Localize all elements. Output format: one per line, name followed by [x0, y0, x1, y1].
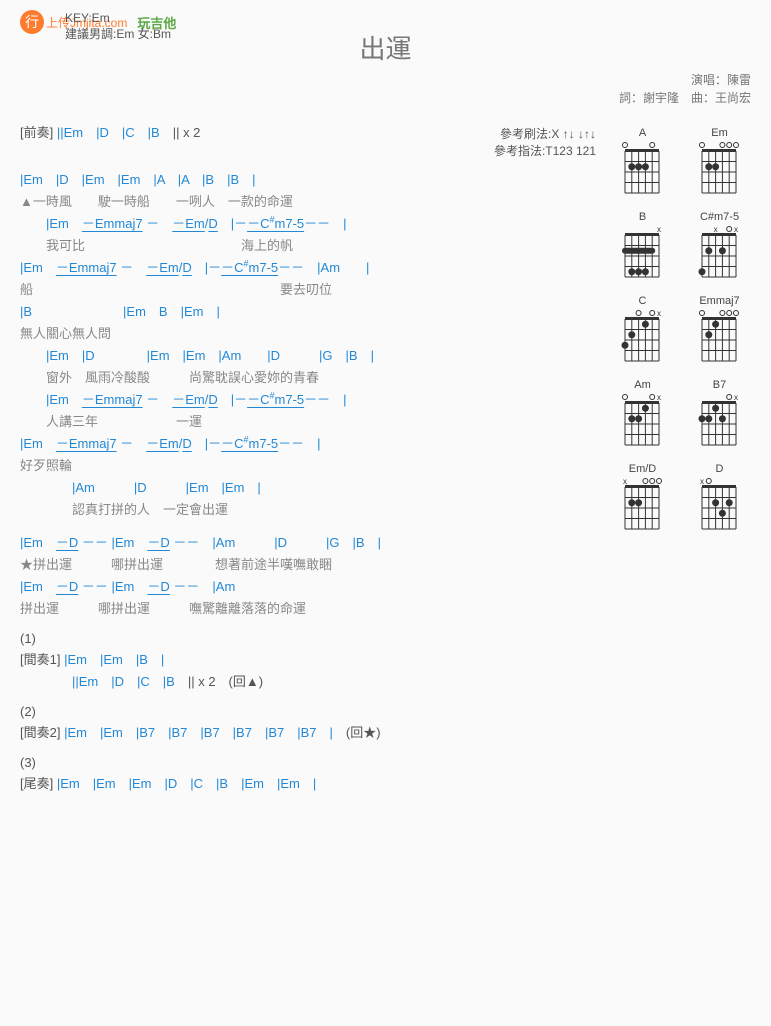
lyric-line: 認真打拼的人 一定會出運: [20, 499, 596, 518]
repeat-text: || x 2 (回▲): [188, 674, 263, 689]
chord-diagram: Am x: [611, 379, 674, 451]
chord-line: |Em －D －－ |Em －D －－ |Am: [20, 576, 596, 595]
chord-line: |Am |D |Em |Em |: [20, 477, 596, 496]
chord-diagram: Dx: [688, 463, 751, 535]
chord-text: ||Em |D |C |B: [57, 125, 173, 140]
chord-label: Emmaj7: [688, 295, 751, 307]
chord-line: |Em －Emmaj7 － －Em/D |－－C#m7-5－－ |Am |: [20, 257, 596, 276]
credit-writers: 詞：謝宇隆 曲：王尚宏: [20, 89, 751, 107]
section-line: [間奏1] |Em |Em |B |: [20, 649, 596, 668]
verse1: |Em |D |Em |Em |A |A |B |B | ▲一時風 駛一時船 一…: [20, 169, 596, 518]
lyric-line: 我可比 海上的帆: [20, 235, 596, 254]
section-3: (3) [尾奏] |Em |Em |Em |D |C |B |Em |Em |: [20, 755, 596, 792]
svg-text:x: x: [657, 309, 661, 318]
section-label: [間奏1]: [20, 652, 60, 667]
chord-label: D: [688, 463, 751, 475]
header: 行 上传Jmjita.com 玩吉他 KEY:Em 建議男調:Em 女:Bm 出…: [20, 10, 751, 107]
svg-text:x: x: [734, 225, 738, 234]
chord-diagram: Cx: [611, 295, 674, 367]
chord-label: Am: [611, 379, 674, 391]
svg-text:x: x: [734, 393, 738, 402]
section-label: [尾奏]: [20, 776, 53, 791]
chord-text: ||Em |D |C |B: [20, 674, 188, 689]
svg-text:x: x: [713, 225, 717, 234]
repeat-text: (回★): [333, 725, 381, 740]
lyric-line: ▲一時風 駛一時船 一咧人 一款的命運: [20, 191, 596, 210]
chord-line: |Em －Emmaj7 － －Em/D |－－C#m7-5－－ |: [20, 389, 596, 408]
lyric-line: 窗外 風雨冷酸酸 尚驚耽誤心愛妳的青春: [20, 367, 596, 386]
credits: 演唱：陳雷 詞：謝宇隆 曲：王尚宏: [20, 71, 751, 107]
chord-label: Em/D: [611, 463, 674, 475]
chord-label: B: [611, 211, 674, 223]
chord-label: C: [611, 295, 674, 307]
chord-label: B7: [688, 379, 751, 391]
chord-label: Em: [688, 127, 751, 139]
key-info: KEY:Em 建議男調:Em 女:Bm: [65, 10, 171, 42]
ref-finger: 參考指法:T123 121: [20, 142, 596, 159]
lyrics-column: [前奏] ||Em |D |C |B || x 2 參考刷法:X ↑↓ ↓↑↓ …: [20, 122, 596, 806]
repeat-text: || x 2: [173, 125, 201, 140]
section-label: [間奏2]: [20, 725, 60, 740]
chord-diagrams: AEmBxC#m7-5xxCxEmmaj7AmxB7xEm/DxDx: [611, 122, 751, 806]
chord-diagram: Em: [688, 127, 751, 199]
chord-label: C#m7-5: [688, 211, 751, 223]
lyric-line: 好歹照輪: [20, 455, 596, 474]
chord-diagram: Bx: [611, 211, 674, 283]
section-num: (3): [20, 755, 596, 770]
lyric-line: 人講三年 一運: [20, 411, 596, 430]
chord-diagram: Em/D x: [611, 463, 674, 535]
section-line: [間奏2] |Em |Em |B7 |B7 |B7 |B7 |B7 |B7 | …: [20, 722, 596, 741]
section-line: ||Em |D |C |B || x 2 (回▲): [20, 671, 596, 690]
chord-text: |Em |Em |B |: [64, 652, 164, 667]
svg-text:x: x: [657, 225, 661, 234]
logo-glyph: 行: [20, 10, 44, 34]
credit-singer: 演唱：陳雷: [20, 71, 751, 89]
chord-text: |Em |Em |B7 |B7 |B7 |B7 |B7 |B7 |: [64, 725, 333, 740]
chord-diagram: A: [611, 127, 674, 199]
chord-diagram: Emmaj7: [688, 295, 751, 367]
section-line: [尾奏] |Em |Em |Em |D |C |B |Em |Em |: [20, 773, 596, 792]
svg-text:x: x: [657, 393, 661, 402]
chord-label: A: [611, 127, 674, 139]
section-num: (1): [20, 631, 596, 646]
chord-line: |Em |D |Em |Em |A |A |B |B |: [20, 169, 596, 188]
lyric-line: 拼出運 哪拼出運 嘸驚離離落落的命運: [20, 598, 596, 617]
intro-label: [前奏]: [20, 125, 53, 140]
svg-text:x: x: [623, 477, 627, 486]
key-main: KEY:Em: [65, 10, 171, 26]
section-1: (1) [間奏1] |Em |Em |B | ||Em |D |C |B || …: [20, 631, 596, 690]
chord-line: |Em |D |Em |Em |Am |D |G |B |: [20, 345, 596, 364]
chord-line: |B |Em B |Em |: [20, 301, 596, 320]
svg-text:x: x: [700, 477, 704, 486]
verse2: |Em －D －－ |Em －D －－ |Am |D |G |B | ★拼出運 …: [20, 532, 596, 617]
main-content: [前奏] ||Em |D |C |B || x 2 參考刷法:X ↑↓ ↓↑↓ …: [20, 122, 751, 806]
chord-line: |Em －Emmaj7 － －Em/D |－－C#m7-5－－ |: [20, 433, 596, 452]
lyric-line: ★拼出運 哪拼出運 想著前途半嘆嘸敢睏: [20, 554, 596, 573]
section-num: (2): [20, 704, 596, 719]
chord-line: |Em －Emmaj7 － －Em/D |－－C#m7-5－－ |: [20, 213, 596, 232]
chord-diagram: B7 x: [688, 379, 751, 451]
lyric-line: 船 要去叨位: [20, 279, 596, 298]
key-suggest: 建議男調:Em 女:Bm: [65, 26, 171, 42]
lyric-line: 無人關心無人問: [20, 323, 596, 342]
chord-line: |Em －D －－ |Em －D －－ |Am |D |G |B |: [20, 532, 596, 551]
chord-diagram: C#m7-5 x x: [688, 211, 751, 283]
section-2: (2) [間奏2] |Em |Em |B7 |B7 |B7 |B7 |B7 |B…: [20, 704, 596, 741]
chord-text: |Em |Em |Em |D |C |B |Em |Em |: [57, 776, 316, 791]
